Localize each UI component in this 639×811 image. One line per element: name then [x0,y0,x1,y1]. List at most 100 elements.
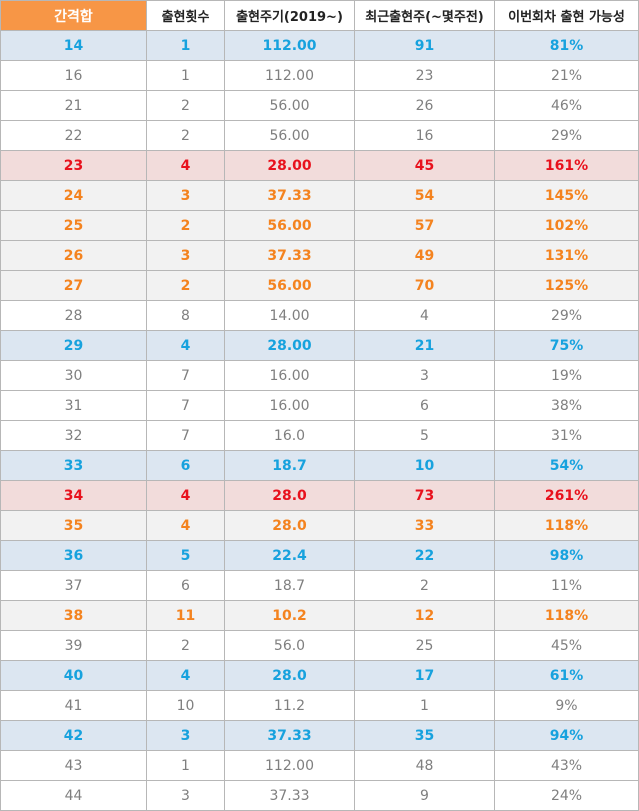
table-body: 14 1 112.00 91 81% 16 1 112.00 23 21% 21 2 56.00 26 46… [0,30,639,811]
cell-appearance-count: 4 [146,150,225,181]
cell-appearance-count: 2 [146,630,225,661]
table-row: 37 6 18.7 2 11% [0,570,639,601]
cell-chance: 118% [494,600,639,631]
cell-appearance-count: 5 [146,540,225,571]
cell-appearance-count: 4 [146,660,225,691]
cell-appearance-cycle: 56.00 [224,270,355,301]
cell-interval-sum: 36 [0,540,147,571]
cell-appearance-cycle: 37.33 [224,780,355,811]
cell-recent-appearance: 33 [354,510,495,541]
cell-recent-appearance: 5 [354,420,495,451]
table-row: 33 6 18.7 10 54% [0,450,639,481]
table-row: 34 4 28.0 73 261% [0,480,639,511]
cell-recent-appearance: 12 [354,600,495,631]
cell-appearance-count: 11 [146,600,225,631]
cell-appearance-cycle: 56.00 [224,90,355,121]
table-row: 21 2 56.00 26 46% [0,90,639,121]
cell-chance: 46% [494,90,639,121]
cell-recent-appearance: 22 [354,540,495,571]
cell-appearance-cycle: 28.0 [224,660,355,691]
cell-chance: 94% [494,720,639,751]
cell-recent-appearance: 49 [354,240,495,271]
header-appearance-count: 출현횟수 [146,0,225,31]
cell-appearance-cycle: 16.0 [224,420,355,451]
cell-chance: 38% [494,390,639,421]
cell-interval-sum: 29 [0,330,147,361]
cell-appearance-count: 6 [146,570,225,601]
table-row: 35 4 28.0 33 118% [0,510,639,541]
table-row: 40 4 28.0 17 61% [0,660,639,691]
cell-recent-appearance: 70 [354,270,495,301]
cell-interval-sum: 23 [0,150,147,181]
cell-chance: 161% [494,150,639,181]
cell-appearance-count: 10 [146,690,225,721]
cell-interval-sum: 14 [0,30,147,61]
cell-recent-appearance: 35 [354,720,495,751]
cell-appearance-count: 3 [146,240,225,271]
cell-interval-sum: 44 [0,780,147,811]
cell-recent-appearance: 17 [354,660,495,691]
cell-interval-sum: 22 [0,120,147,151]
cell-appearance-cycle: 112.00 [224,60,355,91]
table-row: 44 3 37.33 9 24% [0,780,639,811]
table-row: 22 2 56.00 16 29% [0,120,639,151]
cell-appearance-cycle: 14.00 [224,300,355,331]
cell-recent-appearance: 57 [354,210,495,241]
cell-appearance-count: 6 [146,450,225,481]
cell-appearance-cycle: 56.00 [224,210,355,241]
cell-interval-sum: 42 [0,720,147,751]
cell-recent-appearance: 6 [354,390,495,421]
table-row: 25 2 56.00 57 102% [0,210,639,241]
table-row: 27 2 56.00 70 125% [0,270,639,301]
cell-appearance-cycle: 28.0 [224,480,355,511]
cell-appearance-cycle: 56.00 [224,120,355,151]
cell-recent-appearance: 73 [354,480,495,511]
table-row: 39 2 56.0 25 45% [0,630,639,661]
header-chance: 이번회차 출현 가능성 [494,0,639,31]
cell-appearance-count: 1 [146,30,225,61]
cell-recent-appearance: 1 [354,690,495,721]
cell-chance: 24% [494,780,639,811]
cell-chance: 261% [494,480,639,511]
cell-appearance-cycle: 22.4 [224,540,355,571]
cell-appearance-cycle: 28.00 [224,330,355,361]
cell-appearance-count: 3 [146,180,225,211]
cell-appearance-cycle: 16.00 [224,360,355,391]
cell-appearance-cycle: 18.7 [224,450,355,481]
cell-appearance-cycle: 18.7 [224,570,355,601]
cell-recent-appearance: 2 [354,570,495,601]
cell-interval-sum: 27 [0,270,147,301]
cell-appearance-cycle: 112.00 [224,750,355,781]
cell-interval-sum: 32 [0,420,147,451]
cell-interval-sum: 16 [0,60,147,91]
table-row: 38 11 10.2 12 118% [0,600,639,631]
cell-interval-sum: 33 [0,450,147,481]
cell-chance: 29% [494,120,639,151]
cell-appearance-count: 3 [146,720,225,751]
cell-recent-appearance: 4 [354,300,495,331]
table-row: 43 1 112.00 48 43% [0,750,639,781]
cell-appearance-count: 3 [146,780,225,811]
cell-appearance-count: 2 [146,90,225,121]
cell-interval-sum: 34 [0,480,147,511]
cell-appearance-cycle: 37.33 [224,720,355,751]
cell-appearance-count: 2 [146,120,225,151]
cell-appearance-cycle: 37.33 [224,240,355,271]
cell-chance: 29% [494,300,639,331]
cell-interval-sum: 37 [0,570,147,601]
cell-recent-appearance: 48 [354,750,495,781]
cell-chance: 102% [494,210,639,241]
table-row: 32 7 16.0 5 31% [0,420,639,451]
cell-chance: 54% [494,450,639,481]
cell-chance: 125% [494,270,639,301]
header-appearance-cycle: 출현주기(2019~) [224,0,355,31]
cell-chance: 145% [494,180,639,211]
cell-appearance-cycle: 112.00 [224,30,355,61]
header-row: 간격합 출현횟수 출현주기(2019~) 최근출현주(~몇주전) 이번회차 출현… [0,0,639,31]
cell-appearance-count: 1 [146,60,225,91]
cell-appearance-cycle: 56.0 [224,630,355,661]
cell-appearance-count: 4 [146,480,225,511]
cell-appearance-count: 7 [146,360,225,391]
table-row: 30 7 16.00 3 19% [0,360,639,391]
